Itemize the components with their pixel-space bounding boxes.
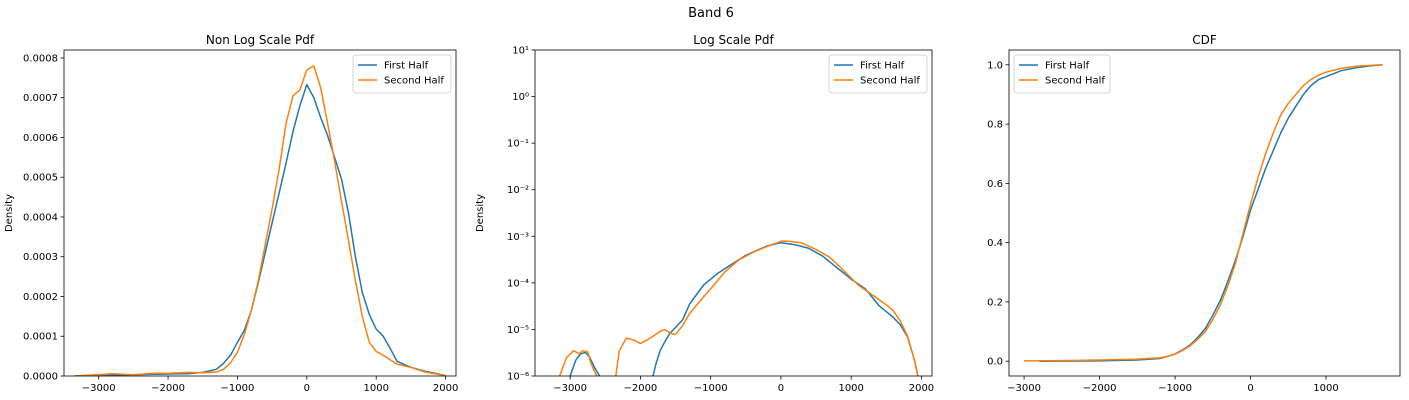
plot-frame <box>1008 49 1401 377</box>
legend: First Half Second Half <box>828 54 928 94</box>
y-tick-label: 10⁻² <box>507 185 529 196</box>
chart-panel-3: −3000 −2000 −1000 0 1000 0.0 0.2 0.4 0.6 0.8 1.0 CD… <box>987 33 1401 394</box>
y-tick-label: 0.0004 <box>23 212 58 223</box>
x-tick-label: 0 <box>778 383 784 394</box>
y-tick-label: 0.0005 <box>23 173 58 184</box>
legend-label: Second Half <box>384 76 444 87</box>
y-tick-label: 0.0003 <box>23 252 58 263</box>
series-line-second-half <box>558 240 919 376</box>
plot-frame <box>534 49 933 377</box>
chart-panel-2: −3000 −2000 −1000 0 1000 2000 10⁻⁶ 10⁻⁵ 10⁻⁴ 10⁻³… <box>475 33 934 394</box>
x-tick-label: −1000 <box>1158 383 1192 394</box>
legend-label: First Half <box>860 61 905 72</box>
y-tick-label: 0.0008 <box>23 53 58 64</box>
y-tick-label: 0.4 <box>987 238 1003 249</box>
x-tick-label: −2000 <box>1083 383 1117 394</box>
y-axis-label: Density <box>4 194 15 232</box>
x-tick-label: −1000 <box>694 383 728 394</box>
legend-label: Second Half <box>860 76 920 87</box>
x-tick-label: 1000 <box>1313 383 1338 394</box>
y-tick-label: 0.0006 <box>23 133 58 144</box>
y-tick-label: 0.0002 <box>23 292 58 303</box>
legend-label: First Half <box>1045 61 1090 72</box>
x-tick-label: −3000 <box>1007 383 1041 394</box>
x-tick-label: 0 <box>304 383 310 394</box>
x-tick-label: −1000 <box>221 383 255 394</box>
x-tick-label: −2000 <box>623 383 657 394</box>
chart-panel-1: −3000 −2000 −1000 0 1000 2000 0.0000 0.0001 0.00… <box>4 33 458 394</box>
legend: First Half Second Half <box>1013 54 1111 94</box>
x-tick-label: 2000 <box>433 383 458 394</box>
x-tick-label: 0 <box>1247 383 1253 394</box>
y-axis-label: Density <box>475 194 486 232</box>
chart-title: Non Log Scale Pdf <box>206 33 315 47</box>
y-tick-label: 10⁻³ <box>507 232 529 243</box>
series-line-second-half <box>1024 64 1383 362</box>
legend-label: First Half <box>384 61 429 72</box>
y-tick-label: 0.0 <box>987 357 1003 368</box>
chart-title: CDF <box>1192 33 1217 47</box>
y-tick-label: 10⁰ <box>512 92 529 103</box>
figure-suptitle: Band 6 <box>688 6 734 21</box>
chart-title: Log Scale Pdf <box>693 33 774 47</box>
x-tick-label: −2000 <box>151 383 185 394</box>
y-tick-label: 0.6 <box>987 179 1003 190</box>
x-tick-label: 1000 <box>363 383 388 394</box>
x-tick-label: 1000 <box>838 383 863 394</box>
series-line-first-half <box>74 83 446 376</box>
y-tick-label: 0.0000 <box>23 372 58 383</box>
x-tick-label: −3000 <box>553 383 587 394</box>
legend: First Half Second Half <box>352 54 452 94</box>
y-tick-label: 10¹ <box>512 46 529 57</box>
y-tick-label: 10⁻⁵ <box>507 325 529 336</box>
series-line-second-half <box>74 65 446 376</box>
legend-box <box>352 54 452 94</box>
y-tick-label: 10⁻⁶ <box>507 372 529 383</box>
series-line-first-half <box>1039 64 1383 362</box>
y-tick-label: 10⁻⁴ <box>507 278 529 289</box>
y-tick-label: 1.0 <box>987 60 1003 71</box>
y-tick-label: 10⁻¹ <box>507 139 529 150</box>
legend-label: Second Half <box>1045 76 1105 87</box>
y-tick-label: 0.8 <box>987 120 1003 131</box>
legend-box <box>828 54 928 94</box>
y-tick-label: 0.0007 <box>23 93 58 104</box>
x-tick-label: 2000 <box>909 383 934 394</box>
plot-frame <box>63 49 457 377</box>
x-tick-label: −3000 <box>82 383 116 394</box>
series-line-first-half <box>569 241 919 376</box>
y-tick-label: 0.2 <box>987 297 1003 308</box>
y-tick-label: 0.0001 <box>23 332 58 343</box>
